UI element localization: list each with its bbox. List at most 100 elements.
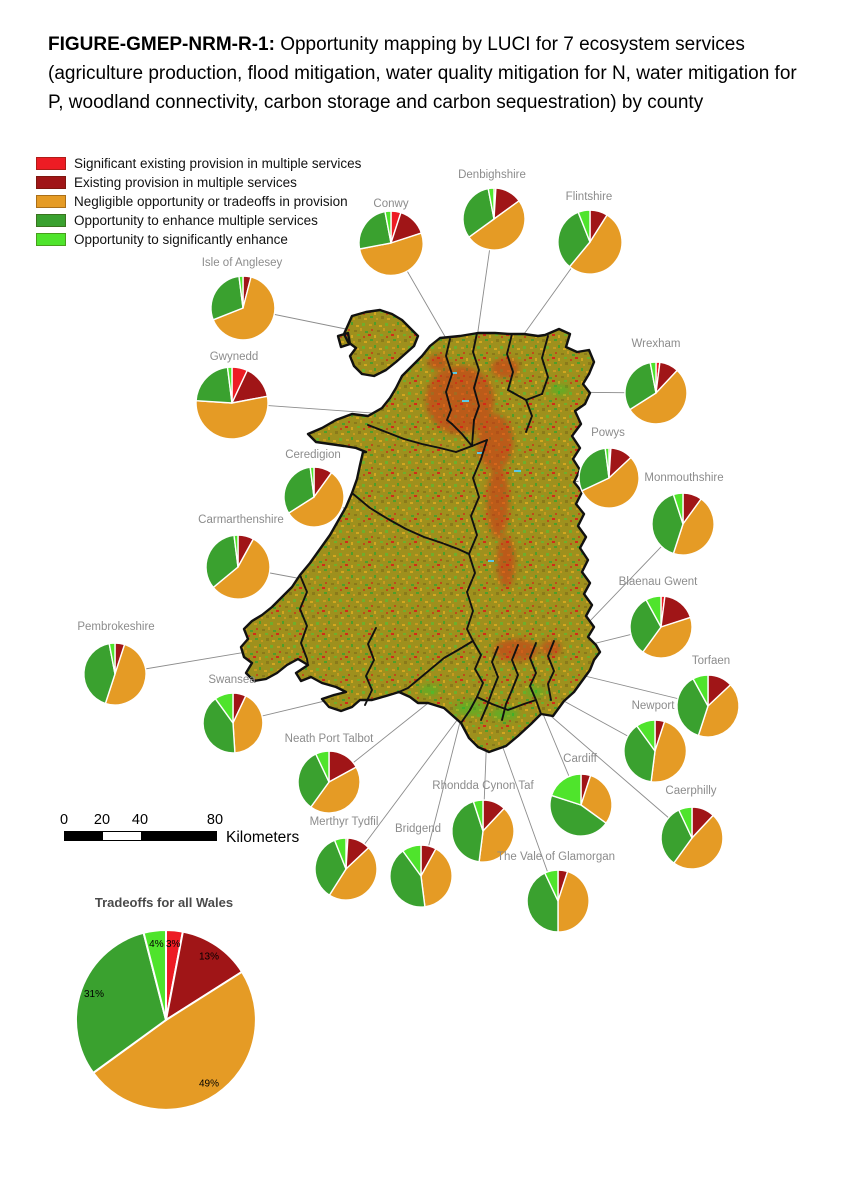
county-pie-slice xyxy=(645,595,662,628)
wales-percent-label: 13% xyxy=(199,952,219,963)
map-red-provision-patches xyxy=(426,354,561,661)
county-pie-slice xyxy=(310,766,361,814)
county-pie-slice xyxy=(678,806,693,839)
map-outline-mainland xyxy=(239,327,602,754)
wales-pie-slice xyxy=(165,930,243,1021)
map-outline-holy-island xyxy=(336,331,352,349)
wales-percent-label: 3% xyxy=(166,939,181,950)
county-label: Neath Port Talbot xyxy=(285,733,374,745)
county-pie-slice xyxy=(232,695,264,754)
legend: Significant existing provision in multip… xyxy=(36,154,361,249)
county-pie xyxy=(297,750,361,814)
county-pie xyxy=(314,837,378,901)
county-pie-slice xyxy=(297,753,330,808)
county-pie-slice xyxy=(673,814,724,870)
county-pie-slice xyxy=(108,642,116,675)
county-label: Ceredigion xyxy=(285,449,341,461)
scale-bar-ticks: 0 20 40 80 xyxy=(60,812,384,829)
county-pie-slice xyxy=(195,395,269,440)
county-pie xyxy=(549,773,613,837)
figure-title-text: Opportunity mapping by LUCI for 7 ecosys… xyxy=(48,34,797,113)
county-pie-slice xyxy=(205,534,239,589)
county-pie-slice xyxy=(624,361,657,411)
county-pie-slice xyxy=(568,214,623,275)
county-pie-slice xyxy=(578,447,610,492)
county-label: Torfaen xyxy=(692,655,730,667)
county-pie-slice xyxy=(420,848,453,908)
county-pie-slice xyxy=(623,725,656,783)
county-pie-slice xyxy=(358,210,392,250)
wales-pie-slice xyxy=(142,928,167,1021)
legend-item: Opportunity to significantly enhance xyxy=(36,230,361,249)
county-label: Cardiff xyxy=(563,753,597,765)
scale-tick-label: 40 xyxy=(131,812,149,828)
county-pie xyxy=(283,466,345,528)
county-pie-slice xyxy=(384,210,392,244)
county-pie-slice xyxy=(104,643,147,706)
county-pie-slice xyxy=(389,850,426,908)
legend-label: Significant existing provision in multip… xyxy=(74,156,362,171)
county-pie-slice xyxy=(487,187,495,220)
county-pie xyxy=(660,806,724,870)
scale-bar-segments xyxy=(64,831,217,841)
county-boundaries xyxy=(299,332,555,724)
map-water-features xyxy=(452,372,521,562)
county-pie xyxy=(629,595,693,659)
wales-pie-slice xyxy=(75,931,167,1074)
county-pie-slice xyxy=(358,232,424,277)
county-label: Newport xyxy=(632,700,676,712)
county-pie-slice xyxy=(580,774,613,824)
county-pie xyxy=(195,366,269,440)
scale-tick-label: 20 xyxy=(93,812,111,828)
legend-item: Significant existing provision in multip… xyxy=(36,154,361,173)
county-pie xyxy=(358,210,424,277)
scale-bar-unit: Kilometers xyxy=(226,829,300,846)
county-label: Denbighshire xyxy=(458,169,526,181)
county-label: Swansea xyxy=(208,674,256,686)
legend-swatch xyxy=(36,195,66,208)
leader-line xyxy=(529,697,693,839)
county-pie-slice xyxy=(288,472,345,528)
county-label: Bridgend xyxy=(395,823,441,835)
county-pie-slice xyxy=(315,750,330,783)
county-pie-slice xyxy=(238,275,244,309)
map-green-opportunity-patches xyxy=(420,384,570,721)
legend-swatch xyxy=(36,233,66,246)
county-pie xyxy=(389,844,453,908)
scale-segment-white xyxy=(103,832,141,840)
county-pie-slice xyxy=(550,773,582,806)
county-pie xyxy=(83,642,147,706)
legend-label: Opportunity to significantly enhance xyxy=(74,232,288,247)
county-label: Rhondda Cynon Taf xyxy=(432,780,534,792)
county-pie-slice xyxy=(557,211,591,268)
county-pie xyxy=(205,534,271,600)
scale-tick-label: 0 xyxy=(59,812,69,828)
county-pie-slice xyxy=(451,800,484,863)
legend-item: Negligible opportunity or tradeoffs in p… xyxy=(36,192,361,211)
county-pie-slice xyxy=(283,466,315,514)
county-pie-slice xyxy=(697,684,740,738)
county-pie xyxy=(623,719,687,783)
legend-label: Negligible opportunity or tradeoffs in p… xyxy=(74,194,348,209)
county-pie-slice xyxy=(462,187,495,238)
county-pie-slice xyxy=(214,692,234,724)
county-pie-slice xyxy=(577,209,591,243)
county-pie-slice xyxy=(581,456,640,509)
county-pie-slice xyxy=(212,276,276,341)
map-outline-anglesey xyxy=(342,308,420,378)
county-pie-slice xyxy=(526,872,559,933)
wales-pie-title: Tradeoffs for all Wales xyxy=(94,895,234,910)
county-pie-slice xyxy=(672,498,715,556)
county-pie-slice xyxy=(549,794,607,837)
scale-tick-label: 80 xyxy=(206,812,224,828)
county-pie xyxy=(462,187,526,251)
county-pie-slice xyxy=(309,466,315,498)
county-pie-slice xyxy=(672,492,684,525)
figure-title: FIGURE-GMEP-NRM-R-1: Opportunity mapping… xyxy=(48,30,806,117)
county-pie-slice xyxy=(233,534,239,568)
county-label: Pembrokeshire xyxy=(77,621,154,633)
county-label: Conwy xyxy=(373,198,408,210)
county-pie xyxy=(451,799,515,863)
county-pie-slice xyxy=(328,847,378,901)
